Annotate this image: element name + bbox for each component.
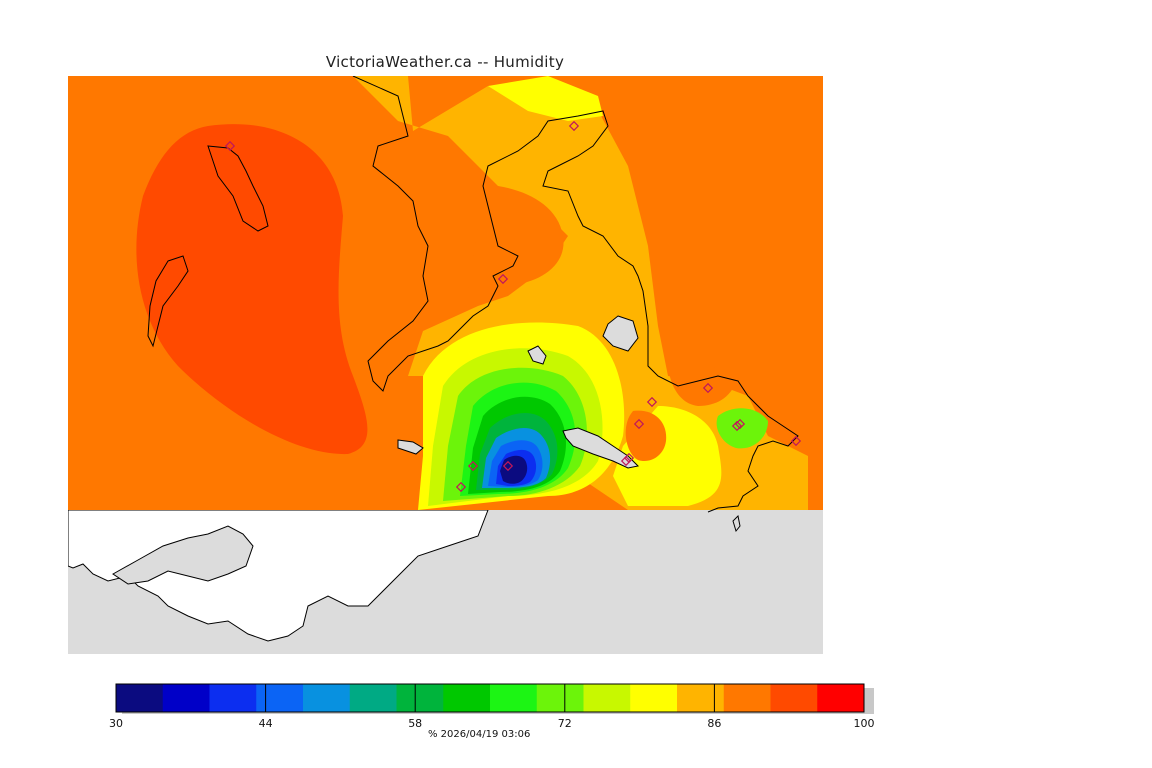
legend-caption: % 2026/04/19 03:06 (428, 729, 531, 740)
island-south (112, 525, 254, 585)
station-marker (633, 418, 645, 430)
legend-color-band (443, 684, 491, 712)
legend-color-band (770, 684, 818, 712)
legend-color-band (677, 684, 725, 712)
legend-color-band (162, 684, 210, 712)
legend-color-band (817, 684, 865, 712)
legend-color-band (490, 684, 538, 712)
station-marker (224, 140, 236, 152)
station-marker (620, 455, 632, 467)
station-marker (734, 418, 746, 430)
legend-color-band (396, 684, 444, 712)
legend-color-band (303, 684, 351, 712)
coastlines (147, 76, 799, 533)
station-marker (497, 273, 509, 285)
map-title: VictoriaWeather.ca -- Humidity (325, 53, 565, 71)
legend-color-band (536, 684, 584, 712)
humidity-field (68, 76, 823, 510)
station-marker (455, 481, 467, 493)
legend-color-band (209, 684, 257, 712)
station-marker (568, 120, 580, 132)
legend-tick-label: 30 (109, 717, 123, 730)
legend-color-band (723, 684, 771, 712)
legend-tick-label: 58 (408, 717, 423, 730)
station-markers[interactable] (224, 120, 802, 493)
station-marker (467, 460, 479, 472)
legend-color-band (349, 684, 397, 712)
legend-color-band (116, 684, 164, 712)
color-scale-legend (115, 683, 874, 714)
legend-color-band (583, 684, 631, 712)
station-marker (702, 382, 714, 394)
legend-color-band (256, 684, 304, 712)
station-marker (502, 460, 514, 472)
station-marker (646, 396, 658, 408)
legend-tick-label: 72 (557, 717, 572, 730)
legend-tick-label: 100 (853, 717, 875, 730)
legend-color-band (630, 684, 678, 712)
station-marker (790, 435, 802, 447)
legend-tick-label: 86 (707, 717, 722, 730)
station-marker (623, 452, 635, 464)
humidity-map (68, 76, 823, 654)
legend-tick-label: 44 (258, 717, 273, 730)
